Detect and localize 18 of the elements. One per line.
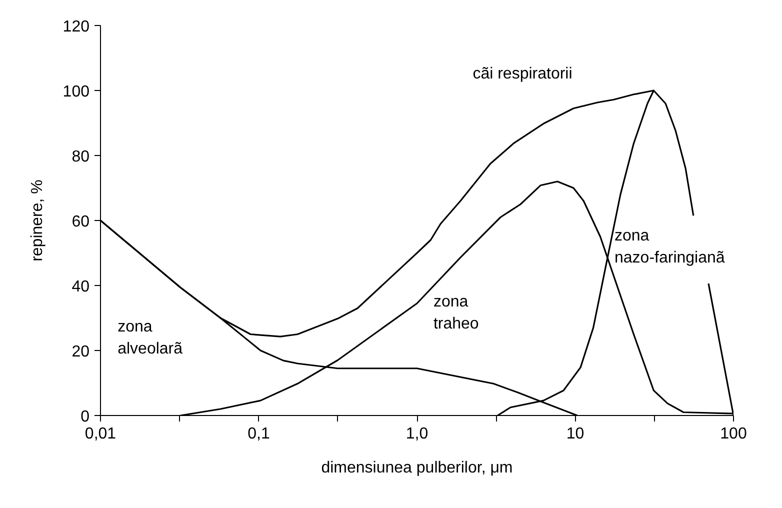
x-tick-label: 100: [720, 426, 747, 442]
y-tick-label: 0: [80, 408, 90, 426]
y-tick-label: 100: [62, 84, 90, 100]
series-label: zona nazo-faringianã: [614, 228, 725, 267]
series-label: zona alveolarã: [118, 318, 183, 358]
y-tick-label: 120: [62, 18, 90, 36]
y-tick-label: 60: [72, 214, 90, 230]
x-tick-label: 0,01: [84, 426, 116, 442]
x-tick-label: 1,0: [406, 426, 428, 442]
y-tick-label: 40: [72, 278, 90, 296]
series-label: cãi respiratorii: [472, 66, 572, 83]
series-label: zona traheo: [433, 293, 479, 333]
y-tick-label: 20: [72, 344, 90, 360]
x-tick-label: 0,1: [248, 426, 270, 442]
x-tick-label: 10: [566, 426, 584, 442]
x-axis-title: dimensiunea pulberilor, μm: [321, 460, 513, 476]
y-tick-label: 80: [72, 148, 90, 166]
y-axis-title: repinere, %: [28, 180, 46, 262]
